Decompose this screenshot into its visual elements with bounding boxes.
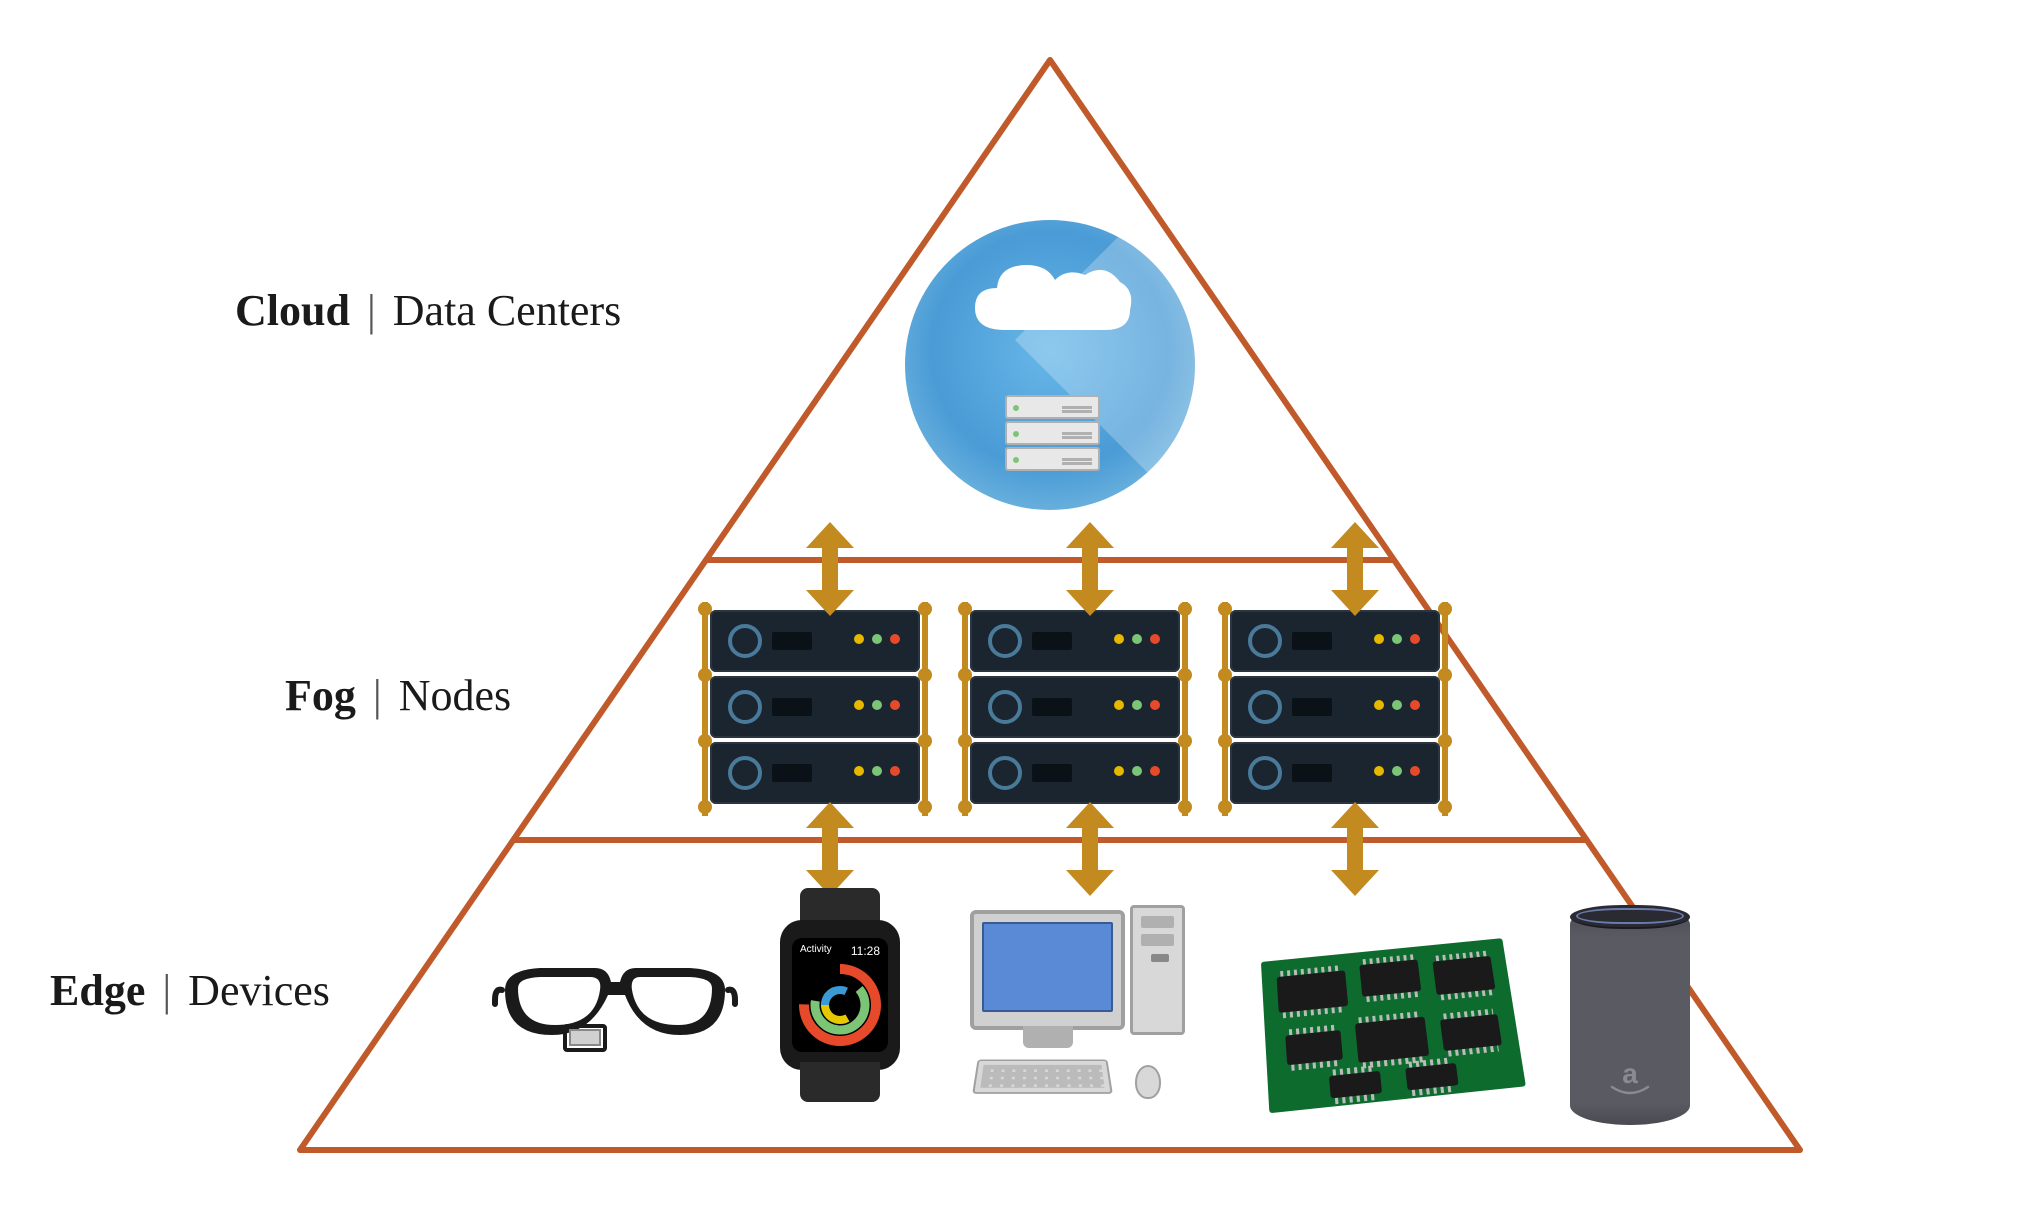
chip-icon [1432,956,1495,995]
bidirectional-arrow-icon [1325,800,1385,905]
bidirectional-arrow-icon [1060,520,1120,625]
circuit-board-icon [1265,945,1515,1100]
watch-body: Activity 11:28 [780,920,900,1070]
speaker-ring [1576,908,1684,924]
server-rack-icon [1230,610,1440,808]
mini-server-stack [1005,395,1100,473]
cloud-icon [955,250,1145,360]
smart-speaker-icon: a [1570,905,1690,1125]
tier-label-bold: Fog [285,671,356,720]
chip-icon [1405,1063,1458,1090]
chip-icon [1285,1030,1343,1065]
keyboard [972,1059,1113,1093]
separator: | [373,671,382,720]
rack-rail [1182,602,1188,816]
chip-icon [1277,970,1349,1013]
bidirectional-arrow-icon [1325,520,1385,625]
rack-rail [1442,602,1448,816]
monitor-screen [982,922,1113,1012]
desktop-computer-icon [970,910,1230,1120]
activity-rings-icon [792,950,888,1052]
tier-label-plain: Devices [188,966,330,1015]
tier-label-bold: Edge [50,966,145,1015]
server-rack-icon [710,610,920,808]
server-unit [970,742,1180,804]
tier-label-fog: Fog | Nodes [285,670,511,721]
mini-server-unit [1005,421,1100,445]
separator: | [367,286,376,335]
monitor [970,910,1125,1030]
chip-icon [1440,1014,1502,1051]
server-unit [1230,742,1440,804]
pcb-board [1261,938,1526,1113]
server-unit [710,676,920,738]
tier-label-bold: Cloud [235,286,350,335]
speaker-top [1570,905,1690,929]
chip-icon [1359,959,1421,996]
rack-rail [702,602,708,816]
cloud-datacenter-icon [905,220,1195,510]
tier-label-plain: Nodes [399,671,511,720]
rack-rail [962,602,968,816]
tier-label-plain: Data Centers [393,286,621,335]
server-unit [970,676,1180,738]
watch-strap [800,1062,880,1102]
tier-label-cloud: Cloud | Data Centers [235,285,621,336]
rack-rail [1222,602,1228,816]
speaker-body: a [1570,905,1690,1125]
bidirectional-arrow-icon [800,520,860,625]
server-unit [1230,676,1440,738]
separator: | [162,966,171,1015]
computer-tower [1130,905,1185,1035]
chip-icon [1329,1071,1382,1099]
pyramid-diagram: Cloud | Data Centers Fog | Nodes Edge | … [180,40,1880,1170]
server-unit [710,742,920,804]
chip-icon [1355,1017,1429,1063]
server-rack-icon [970,610,1180,808]
tier-label-edge: Edge | Devices [50,965,330,1016]
smart-glasses-icon [490,940,750,1085]
mouse [1135,1065,1161,1099]
bidirectional-arrow-icon [1060,800,1120,905]
watch-screen: Activity 11:28 [792,938,888,1052]
smile-icon [1610,1085,1650,1097]
mini-server-unit [1005,395,1100,419]
rack-rail [922,602,928,816]
smartwatch-icon: Activity 11:28 [780,920,900,1070]
mini-server-unit [1005,447,1100,471]
monitor-stand [1023,1026,1073,1048]
